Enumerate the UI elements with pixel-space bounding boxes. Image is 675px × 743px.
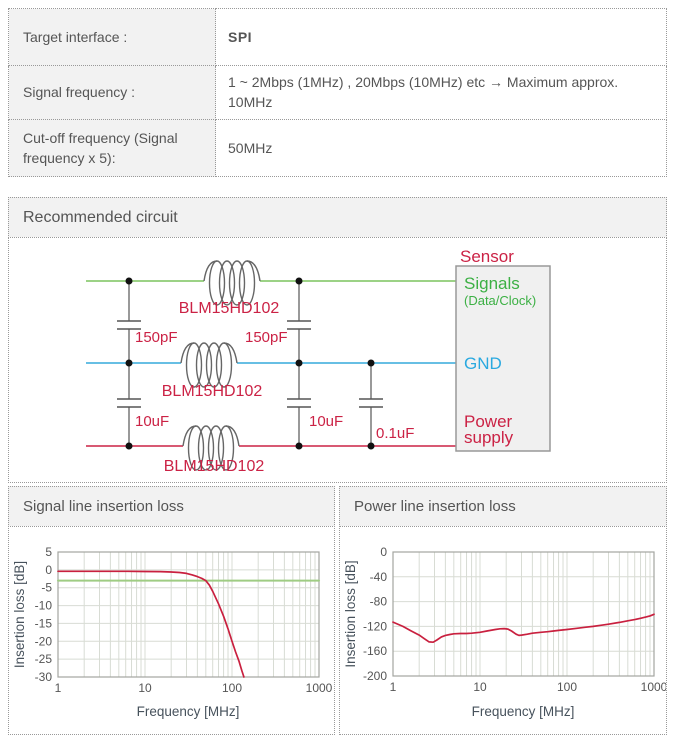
cap-label-10uF-left: 10uF	[135, 413, 169, 430]
y-axis-label: Insertion loss [dB]	[343, 561, 358, 668]
section-title: Signal line insertion loss	[23, 498, 184, 516]
sensor-pin-gnd: GND	[464, 354, 502, 373]
y-axis-label: Insertion loss [dB]	[12, 561, 27, 668]
ferrite-bead-coil-signal	[203, 260, 261, 306]
power-insertion-loss-section: Power line insertion loss 0 -40 -80 -120 -16…	[339, 486, 667, 736]
svg-text:0: 0	[45, 563, 52, 577]
junction-dot	[295, 442, 303, 450]
svg-text:1000: 1000	[306, 681, 333, 695]
junction-dot	[125, 359, 133, 367]
svg-text:5: 5	[45, 545, 52, 559]
capacitor-power-mid	[287, 363, 311, 447]
spec-value-signal-frequency: 1 ~ 2Mbps (1MHz) , 20Mbps (10MHz) etc → …	[215, 65, 667, 120]
spec-value-target-interface: SPI	[215, 8, 667, 66]
signal-insertion-loss-chart: 5 0 -5 -10 -15 -20 -25 -301 10 100 1000 Frequency …	[12, 545, 333, 719]
signal-insertion-loss-header: Signal line insertion loss	[8, 486, 335, 528]
recommended-circuit-header: Recommended circuit	[8, 197, 667, 239]
section-title: Power line insertion loss	[354, 498, 516, 516]
svg-text:1: 1	[55, 681, 62, 695]
junction-dot	[367, 442, 375, 450]
svg-text:10: 10	[138, 681, 152, 695]
charts-row: Signal line insertion loss 5 0 -5 -10 -15 -20…	[8, 486, 667, 736]
capacitor-signal-left	[117, 281, 141, 364]
bead-label-signal: BLM15HD102	[179, 300, 280, 317]
svg-text:10: 10	[473, 680, 487, 694]
ferrite-bead-coil-gnd	[180, 342, 238, 388]
spec-label-signal-frequency: Signal frequency :	[8, 65, 216, 120]
svg-text:-40: -40	[370, 570, 388, 584]
svg-text:-10: -10	[35, 599, 53, 613]
ferrite-bead-coil-power	[182, 425, 240, 471]
cap-label-150pF-left: 150pF	[135, 329, 178, 346]
junction-dot	[125, 442, 133, 450]
power-insertion-loss-header: Power line insertion loss	[339, 486, 667, 528]
sensor-pin-signals: Signals	[464, 274, 520, 293]
table-row: Target interface : SPI	[8, 8, 667, 66]
table-row: Cut-off frequency (Signal frequency x 5)…	[8, 118, 667, 178]
sensor-title: Sensor	[460, 247, 514, 266]
capacitor-signal-right	[287, 281, 311, 364]
capacitor-power-right	[359, 363, 383, 447]
junction-dot	[295, 277, 303, 285]
junction-dot	[125, 277, 133, 285]
svg-text:-20: -20	[35, 634, 53, 648]
cap-label-0.1uF: 0.1uF	[376, 425, 414, 442]
recommended-circuit-section: Recommended circuit	[8, 197, 667, 484]
cap-label-10uF-mid: 10uF	[309, 413, 343, 430]
svg-text:-120: -120	[363, 620, 387, 634]
svg-text:-5: -5	[41, 581, 52, 595]
spec-label-target-interface: Target interface :	[8, 8, 216, 66]
cap-label-150pF-right: 150pF	[245, 329, 288, 346]
svg-text:-15: -15	[35, 617, 53, 631]
section-title: Recommended circuit	[23, 208, 178, 226]
spec-value-cutoff-frequency: 50MHz	[215, 118, 667, 178]
signal-insertion-loss-section: Signal line insertion loss 5 0 -5 -10 -15 -20…	[8, 486, 335, 736]
spec-label-cutoff-frequency: Cut-off frequency (Signal frequency x 5)…	[8, 118, 216, 178]
svg-text:-160: -160	[363, 644, 387, 658]
svg-text:-25: -25	[35, 652, 53, 666]
svg-text:1000: 1000	[641, 680, 666, 694]
junction-dot	[367, 359, 375, 367]
svg-text:1: 1	[390, 680, 397, 694]
sensor-pin-signals-sub: (Data/Clock)	[464, 293, 536, 308]
svg-text:0: 0	[380, 545, 387, 559]
signal-insertion-loss-panel: 5 0 -5 -10 -15 -20 -25 -30 1 10 100 1000 Frequency …	[8, 526, 335, 736]
svg-text:-80: -80	[370, 595, 388, 609]
x-axis-label: Frequency [MHz]	[137, 704, 240, 719]
sensor-pin-power-2: supply	[464, 428, 514, 447]
spec-table: Target interface : SPI Signal frequency …	[8, 8, 667, 178]
svg-text:100: 100	[222, 681, 242, 695]
sensor-box	[455, 265, 551, 452]
junction-dot	[295, 359, 303, 367]
svg-text:-200: -200	[363, 669, 387, 683]
svg-text:100: 100	[557, 680, 577, 694]
bead-label-gnd: BLM15HD102	[162, 383, 263, 400]
sensor-pin-power-1: Power	[464, 412, 513, 431]
power-insertion-loss-panel: 0 -40 -80 -120 -160 -200 1 10 100 1000 Frequency …	[339, 526, 667, 736]
table-row: Signal frequency : 1 ~ 2Mbps (1MHz) , 20…	[8, 65, 667, 120]
circuit-diagram: BLM15HD102 BLM15HD102 BLM15HD102 150pF 1…	[86, 247, 551, 475]
circuit-panel: BLM15HD102 BLM15HD102 BLM15HD102 150pF 1…	[8, 237, 667, 484]
x-axis-label: Frequency [MHz]	[472, 704, 575, 719]
svg-text:-30: -30	[35, 670, 53, 684]
bead-label-power: BLM15HD102	[164, 458, 265, 475]
capacitor-power-left	[117, 363, 141, 447]
